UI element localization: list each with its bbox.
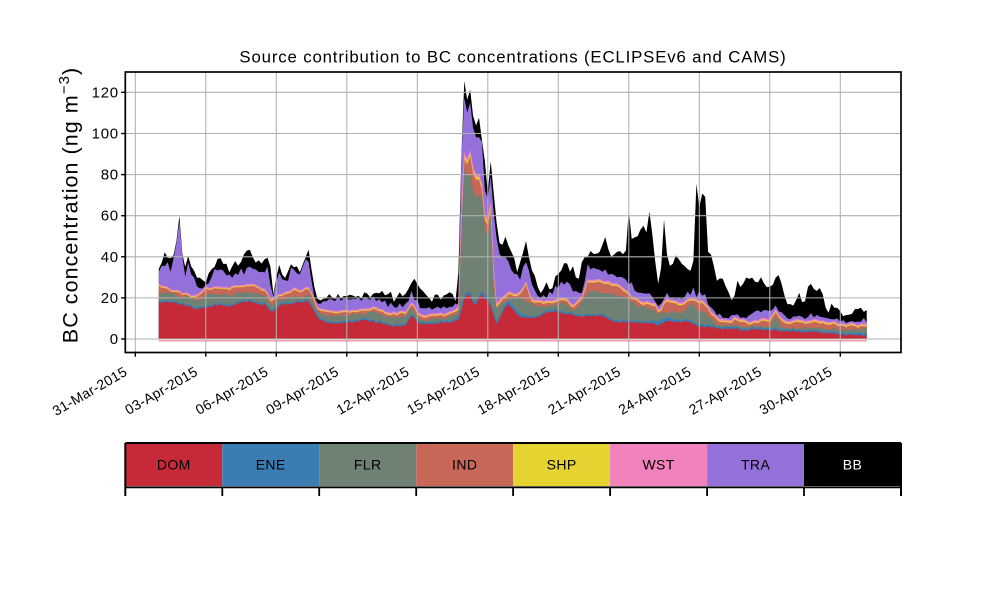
svg-text:IND: IND bbox=[452, 456, 477, 472]
svg-text:0: 0 bbox=[110, 331, 119, 348]
svg-text:40: 40 bbox=[101, 249, 119, 266]
svg-text:60: 60 bbox=[101, 208, 119, 225]
svg-text:100: 100 bbox=[92, 126, 119, 143]
svg-text:20: 20 bbox=[101, 290, 119, 307]
svg-text:Source contribution to BC conc: Source contribution to BC concentrations… bbox=[239, 48, 786, 67]
svg-text:DOM: DOM bbox=[157, 456, 191, 472]
svg-text:TRA: TRA bbox=[741, 456, 770, 472]
svg-text:80: 80 bbox=[101, 167, 119, 184]
svg-text:SHP: SHP bbox=[547, 456, 577, 472]
svg-text:WST: WST bbox=[642, 456, 674, 472]
svg-text:FLR: FLR bbox=[354, 456, 382, 472]
svg-text:ENE: ENE bbox=[256, 456, 286, 472]
svg-text:120: 120 bbox=[92, 84, 119, 101]
svg-text:BB: BB bbox=[843, 456, 862, 472]
svg-text:BC concentration (ng m−3): BC concentration (ng m−3) bbox=[56, 67, 83, 343]
